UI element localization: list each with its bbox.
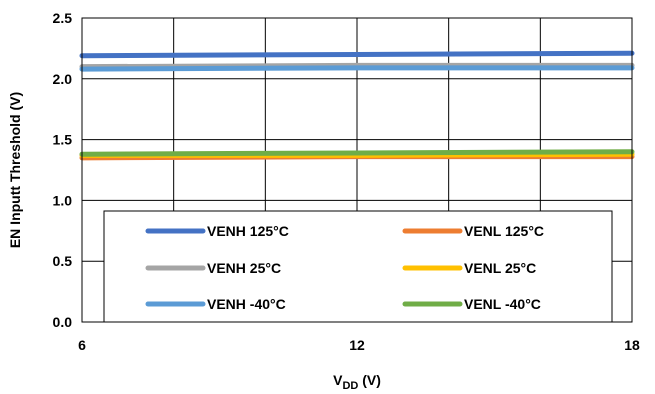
legend-label: VENH 25°C bbox=[207, 260, 281, 276]
y-axis-ticks: 0.0 0.5 1.0 1.5 2.0 2.5 bbox=[53, 10, 73, 330]
y-tick-label: 1.5 bbox=[53, 132, 73, 148]
y-tick-label: 0.0 bbox=[53, 314, 73, 330]
x-axis-title-main: V bbox=[333, 372, 343, 388]
y-axis-title: EN Inputt Threshold (V) bbox=[7, 92, 23, 248]
legend-label: VENH -40°C bbox=[207, 296, 286, 312]
legend: VENH 125°C VENL 125°C VENH 25°C VENL 25°C VE… bbox=[103, 210, 613, 323]
y-tick-label: 0.5 bbox=[53, 253, 73, 269]
legend-label: VENL 25°C bbox=[464, 260, 536, 276]
x-tick-label: 6 bbox=[78, 337, 86, 353]
legend-label: VENL 125°C bbox=[464, 223, 544, 239]
y-tick-label: 2.5 bbox=[53, 10, 73, 26]
x-axis-title-unit: (V) bbox=[358, 372, 381, 388]
legend-label: VENL -40°C bbox=[464, 296, 541, 312]
x-tick-label: 12 bbox=[349, 337, 365, 353]
series-line-5 bbox=[79, 65, 635, 72]
x-axis-title: VDD (V) bbox=[333, 372, 381, 392]
y-tick-label: 2.0 bbox=[53, 71, 73, 87]
x-axis-title-subscript: DD bbox=[342, 380, 358, 392]
series-lines bbox=[79, 50, 635, 161]
x-tick-label: 18 bbox=[624, 337, 640, 353]
series-line-6 bbox=[79, 149, 635, 157]
legend-label: VENH 125°C bbox=[207, 223, 289, 239]
series-line-1 bbox=[79, 50, 635, 59]
x-axis-ticks: 6 12 18 bbox=[78, 337, 640, 353]
y-tick-label: 1.0 bbox=[53, 192, 73, 208]
